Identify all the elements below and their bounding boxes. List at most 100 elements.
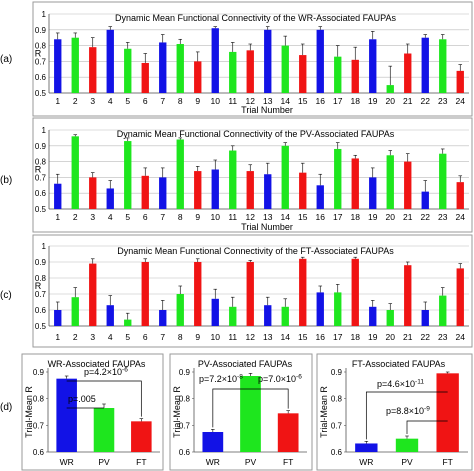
x-tick-label: 12 — [246, 96, 256, 106]
x-tick-label: 15 — [298, 96, 308, 106]
bar — [176, 44, 184, 93]
bar — [124, 141, 132, 209]
x-tick-label: 16 — [316, 96, 326, 106]
bar — [456, 182, 464, 209]
y-tick-label: 0.5 — [35, 205, 47, 214]
x-tick-label: PV — [245, 457, 257, 467]
x-tick-label: 3 — [90, 212, 95, 222]
p-value-label: p=7.0×10-6 — [258, 374, 302, 385]
bar — [229, 51, 237, 93]
x-tick-label: 19 — [368, 96, 378, 106]
x-tick-label: 14 — [281, 212, 291, 222]
summary-bar — [56, 378, 77, 452]
bar — [71, 37, 79, 93]
y-tick-label: 0.7 — [35, 173, 47, 182]
summary-frame — [169, 353, 313, 471]
bar — [264, 174, 272, 209]
bar — [176, 139, 184, 209]
bar — [264, 305, 272, 326]
x-tick-label: 12 — [246, 332, 256, 342]
bar — [316, 185, 324, 209]
y-tick-label: 0.7 — [33, 421, 45, 430]
bar — [281, 45, 289, 93]
significance-bracket — [406, 420, 448, 434]
x-tick-label: WR — [60, 457, 74, 467]
significance-bracket — [66, 380, 142, 417]
x-tick-label: FT — [442, 457, 452, 467]
x-tick-label: 9 — [195, 212, 200, 222]
y-tick-label: 0.6 — [35, 73, 47, 82]
y-tick-label: 0.7 — [35, 57, 47, 66]
summary-frame — [316, 353, 473, 471]
x-tick-label: 23 — [438, 332, 448, 342]
x-tick-label: 2 — [73, 212, 78, 222]
x-tick-label: 13 — [263, 332, 273, 342]
y-tick-label: 0.5 — [35, 322, 47, 331]
y-tick-label: 0.8 — [33, 395, 45, 404]
y-tick-label: 0.6 — [35, 306, 47, 315]
x-tick-label: 24 — [456, 96, 466, 106]
y-tick-label: 1 — [42, 126, 47, 135]
x-tick-label: 6 — [143, 96, 148, 106]
bar — [176, 294, 184, 326]
x-tick-label: 22 — [421, 212, 431, 222]
y-tick-label: 0.9 — [35, 258, 47, 267]
summary-bar — [202, 432, 224, 452]
bar — [456, 268, 464, 326]
x-tick-label: 8 — [178, 332, 183, 342]
y-tick-label: 0.6 — [33, 448, 45, 457]
panel-frame-3 — [32, 234, 473, 348]
bar — [421, 191, 429, 209]
bar — [351, 258, 359, 326]
x-tick-label: FT — [283, 457, 293, 467]
bar — [229, 306, 237, 326]
y-tick-label: 0.6 — [179, 448, 191, 457]
bar — [281, 306, 289, 326]
x-tick-label: 19 — [368, 332, 378, 342]
y-tick-label: 0.9 — [35, 26, 47, 35]
x-tick-label: 3 — [90, 332, 95, 342]
bar — [54, 39, 62, 93]
bar — [124, 319, 132, 326]
x-tick-label: WR — [359, 457, 373, 467]
summary-frame — [21, 353, 164, 471]
y-tick-label: 0.7 — [331, 421, 343, 430]
y-axis-label: R — [35, 49, 42, 59]
x-tick-label: 16 — [316, 332, 326, 342]
x-axis-label: Trial Number — [241, 222, 293, 232]
x-tick-label: 20 — [386, 212, 396, 222]
x-tick-label: 5 — [125, 332, 130, 342]
bar — [194, 61, 202, 93]
bar — [456, 70, 464, 93]
bar — [421, 310, 429, 326]
bar — [351, 158, 359, 209]
summary-title: FT-Associated FAUPAs — [352, 359, 446, 369]
x-tick-label: 11 — [228, 96, 237, 106]
bar — [334, 292, 342, 326]
y-tick-label: 0.7 — [179, 421, 191, 430]
x-tick-label: FT — [136, 457, 146, 467]
y-axis-label: Trial-Mean R — [172, 386, 182, 438]
bar — [246, 50, 254, 93]
x-tick-label: 1 — [55, 96, 60, 106]
bar — [334, 148, 342, 209]
x-tick-label: 17 — [333, 212, 343, 222]
summary-title: PV-Associated FAUPAs — [198, 359, 293, 369]
x-tick-label: 11 — [228, 212, 237, 222]
bar — [211, 298, 219, 326]
bar — [386, 85, 394, 93]
y-tick-label: 0.9 — [179, 368, 191, 377]
x-tick-label: 6 — [143, 212, 148, 222]
summary-bar — [131, 421, 152, 452]
panel-label-a: (a) — [0, 54, 13, 65]
summary-bar — [436, 373, 459, 452]
panel-frame-2 — [32, 117, 473, 233]
bar — [404, 265, 412, 326]
bar — [246, 171, 254, 209]
summary-bar — [93, 408, 115, 452]
significance-bracket — [365, 391, 448, 440]
x-tick-label: 11 — [228, 332, 237, 342]
x-axis-label: Trial Number — [241, 105, 293, 115]
bar — [281, 145, 289, 209]
